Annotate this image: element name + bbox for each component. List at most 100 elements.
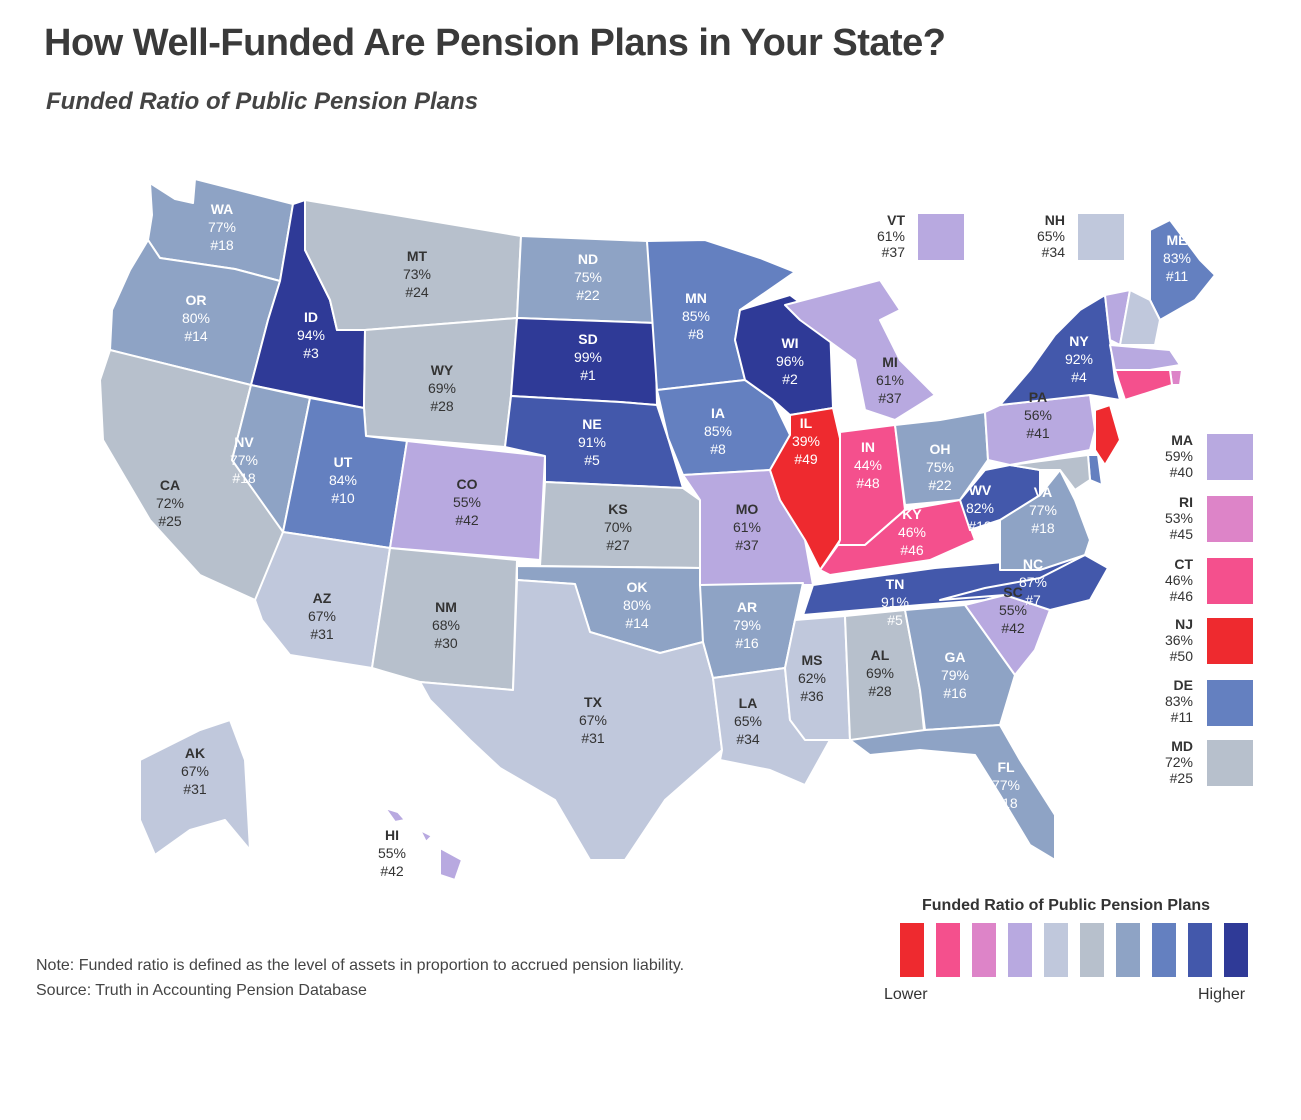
state-abbr: ID — [304, 309, 318, 325]
state-label-ia: IA 85% #8 — [704, 405, 732, 457]
state-rank: #11 — [1166, 268, 1189, 284]
state-label-or: OR 80% #14 — [182, 292, 210, 344]
small-state-abbr: NJ — [1175, 616, 1193, 632]
state-abbr: VA — [1034, 484, 1052, 500]
small-state-rank: #34 — [1041, 244, 1065, 260]
state-label-in: IN 44% #48 — [854, 439, 882, 491]
state-value: 77% — [230, 452, 258, 468]
state-label-mo: MO 61% #37 — [733, 501, 761, 553]
state-label-va: VA 77% #18 — [1029, 484, 1057, 536]
state-abbr: TX — [584, 694, 603, 710]
small-state-swatch — [918, 214, 964, 260]
state-nh — [1119, 289, 1161, 346]
state-abbr: NV — [234, 434, 254, 450]
state-value: 75% — [926, 459, 954, 475]
state-rank: #18 — [232, 470, 256, 486]
state-label-oh: OH 75% #22 — [926, 441, 954, 493]
state-label-il: IL 39% #49 — [792, 415, 820, 467]
small-state-value: 36% — [1164, 632, 1193, 648]
state-label-wi: WI 96% #2 — [776, 335, 804, 387]
state-nj — [1094, 404, 1121, 466]
state-rank: #30 — [434, 635, 458, 651]
state-abbr: NC — [1023, 556, 1043, 572]
state-rank: #22 — [928, 477, 952, 493]
state-abbr: CO — [457, 476, 478, 492]
state-abbr: GA — [945, 649, 966, 665]
state-abbr: AR — [737, 599, 757, 615]
state-label-ut: UT 84% #10 — [329, 454, 357, 506]
state-ct — [1114, 369, 1173, 401]
state-abbr: FL — [997, 759, 1015, 775]
state-abbr: WA — [211, 201, 234, 217]
state-value: 80% — [182, 310, 210, 326]
state-md — [1009, 454, 1091, 491]
state-label-wv: WV 82% #13 — [966, 482, 994, 534]
state-rank: #7 — [1025, 592, 1041, 608]
state-label-mn: MN 85% #8 — [682, 290, 710, 342]
small-state-value: 53% — [1164, 510, 1193, 526]
state-rank: #42 — [1001, 620, 1025, 636]
state-rank: #31 — [310, 626, 334, 642]
state-rank: #18 — [210, 237, 234, 253]
state-abbr: KS — [608, 501, 627, 517]
state-abbr: AK — [185, 745, 205, 761]
state-mi — [784, 279, 936, 421]
state-rank: #24 — [405, 284, 429, 300]
state-label-ga: GA 79% #16 — [941, 649, 969, 701]
legend-swatch — [1008, 923, 1032, 977]
state-label-tn: TN 91% #5 — [881, 576, 909, 628]
state-rank: #10 — [331, 490, 355, 506]
state-label-ca: CA 72% #25 — [156, 477, 184, 529]
state-value: 67% — [181, 763, 209, 779]
state-label-la: LA 65% #34 — [734, 695, 762, 747]
state-value: 68% — [432, 617, 460, 633]
small-state-abbr: MA — [1171, 432, 1193, 448]
state-label-sd: SD 99% #1 — [574, 331, 602, 383]
state-value: 77% — [208, 219, 236, 235]
state-abbr: ND — [578, 251, 598, 267]
state-value: 85% — [682, 308, 710, 324]
state-value: 99% — [574, 349, 602, 365]
state-rank: #37 — [735, 537, 759, 553]
state-label-nv: NV 77% #18 — [230, 434, 258, 486]
state-label-fl: FL 77% #18 — [992, 759, 1020, 811]
state-abbr: MO — [736, 501, 759, 517]
state-labels: WA 77% #18 OR 80% #14 CA 72% #25 ID 94% #3 NV 77% #18 M… — [156, 201, 1191, 879]
state-label-pa: PA 56% #41 — [1024, 389, 1052, 441]
state-rank: #25 — [158, 513, 182, 529]
state-rank: #28 — [430, 398, 454, 414]
state-rank: #41 — [1026, 425, 1050, 441]
state-abbr: AL — [871, 647, 890, 663]
state-value: 85% — [704, 423, 732, 439]
small-state-swatch — [1207, 680, 1253, 726]
small-state-rank: #11 — [1170, 709, 1193, 725]
state-label-al: AL 69% #28 — [866, 647, 894, 699]
state-rank: #27 — [606, 537, 630, 553]
state-label-hi: HI 55% #42 — [378, 827, 406, 879]
state-label-me: ME 83% #11 — [1163, 232, 1191, 284]
small-state-value: 65% — [1036, 228, 1065, 244]
state-label-sc: SC 55% #42 — [999, 584, 1027, 636]
state-value: 56% — [1024, 407, 1052, 423]
state-value: 84% — [329, 472, 357, 488]
state-rank: #46 — [900, 542, 924, 558]
state-rank: #13 — [968, 518, 992, 534]
legend-swatch — [1152, 923, 1176, 977]
state-label-wa: WA 77% #18 — [208, 201, 236, 253]
state-label-nc: NC 87% #7 — [1019, 556, 1047, 608]
state-rank: #31 — [581, 730, 605, 746]
small-state-abbr: DE — [1173, 677, 1193, 693]
state-abbr: LA — [739, 695, 758, 711]
state-value: 61% — [876, 372, 904, 388]
small-state-abbr: MD — [1171, 738, 1193, 754]
state-rank: #5 — [887, 612, 903, 628]
state-value: 96% — [776, 353, 804, 369]
state-label-tx: TX 67% #31 — [579, 694, 607, 746]
state-abbr: HI — [385, 827, 399, 843]
state-mt — [304, 199, 522, 331]
small-state-rank: #46 — [1169, 588, 1193, 604]
state-value: 67% — [308, 608, 336, 624]
state-label-ny: NY 92% #4 — [1065, 333, 1093, 385]
state-label-id: ID 94% #3 — [297, 309, 325, 361]
